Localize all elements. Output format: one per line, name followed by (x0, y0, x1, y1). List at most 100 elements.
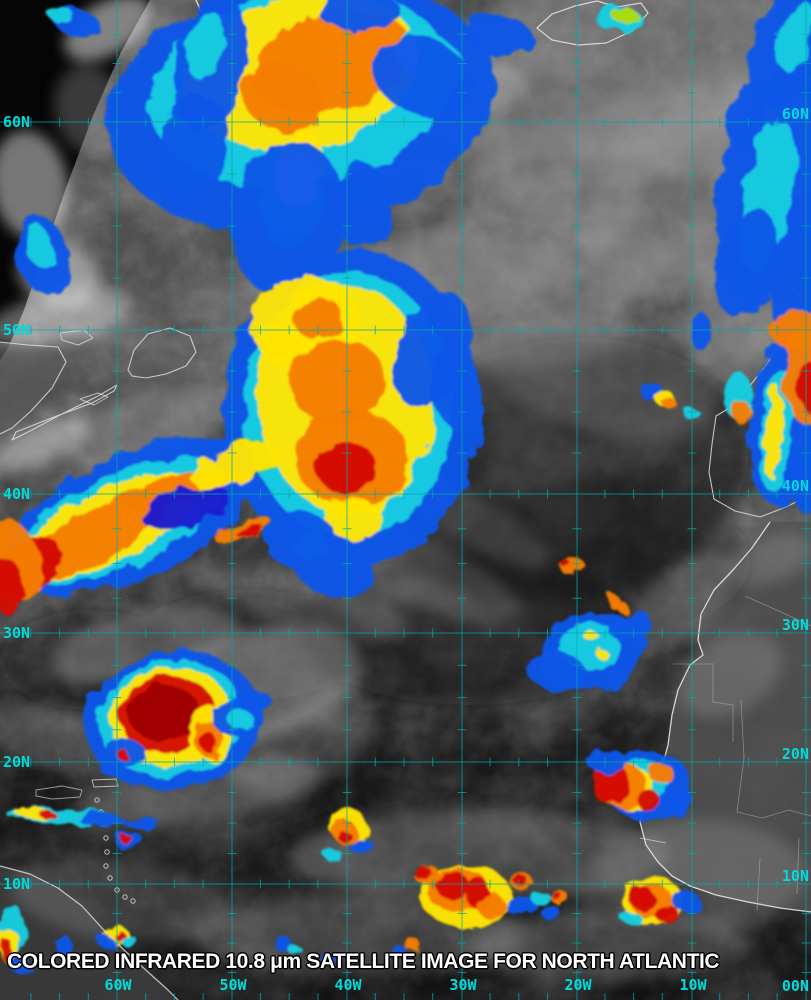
biscay-iberia-front-blob (683, 407, 699, 419)
mali-mauritania-border (736, 699, 811, 819)
lon-label-10W: 10W (679, 976, 707, 994)
north-america-land (0, 342, 66, 434)
lat-label-right-00N: 00N (782, 977, 809, 995)
itcz-cluster-mid-blob (531, 891, 551, 905)
hurricane-blob (241, 690, 271, 712)
senegal-cluster-blob (660, 789, 692, 811)
south-america-coast (0, 865, 179, 1000)
tropical-wave-streak-blob (121, 835, 133, 845)
northeast-front-blob (0, 519, 43, 601)
puerto-rico-outline (91, 778, 119, 788)
scattered-specks-blob (121, 935, 137, 947)
gulf-st-lawrence-clouds-blob (70, 384, 230, 476)
greenland-storm-blob (371, 36, 477, 120)
morocco-algeria-border (744, 595, 811, 627)
ivory-coast-border-e (796, 837, 800, 895)
lat-label-left-10N: 10N (3, 875, 30, 893)
western-sahara-border (673, 663, 734, 742)
scattered-specks-blob (11, 958, 31, 974)
morocco-coastal-clouds-blob (678, 632, 782, 718)
central-atlantic-storm (224, 250, 484, 597)
guinea-coast-cluster-blob (629, 887, 655, 909)
greenland-storm-blob (241, 64, 323, 132)
lat-label-right-60N: 60N (782, 105, 809, 123)
new-brunswick-coast (0, 341, 67, 435)
antilles-island-dot (130, 898, 136, 904)
scattered-specks-blob (391, 946, 407, 956)
central-atlantic-storm-blob (264, 512, 336, 568)
lon-label-50W: 50W (219, 976, 247, 994)
central-atlantic-storm-blob (322, 497, 382, 543)
canary-disturbance (526, 559, 653, 692)
europe-front (596, 0, 811, 316)
biscay-iberia-front-blob (662, 398, 676, 408)
antilles-island-dot (104, 849, 110, 855)
tropical-wave-streak-blob (39, 810, 55, 818)
itcz-cluster-mid-blob (513, 874, 527, 886)
biscay-iberia-front-blob (798, 360, 811, 412)
lat-label-right-40N: 40N (782, 477, 809, 495)
scattered-specks-blob (275, 939, 293, 951)
azores-cloud-streaks-blob (193, 561, 407, 639)
lat-label-right-10N: 10N (782, 867, 809, 885)
biscay-iberia-front-blob (733, 400, 749, 424)
northeast-front (0, 436, 280, 616)
guinea-coast-cluster-blob (654, 904, 678, 922)
hispaniola-outline (35, 785, 83, 800)
lat-label-left-30N: 30N (3, 624, 30, 642)
disc-edge-blue-patch-blob (49, 7, 73, 23)
scattered-specks-blob (113, 930, 125, 940)
hurricane-blob (129, 685, 199, 741)
europe-front-blob (788, 190, 811, 270)
scattered-specks-blob (1, 939, 13, 963)
itcz-cluster-mid-blob (436, 872, 470, 900)
scattered-specks-blob (289, 946, 303, 956)
mid-atlantic-50n-clouds-blob (483, 322, 717, 438)
greenland-storm (106, 0, 532, 296)
canary-disturbance-blob (615, 601, 627, 611)
nova-scotia-coast (11, 384, 118, 441)
morocco-coastal-clouds-blob (626, 556, 734, 654)
canary-disturbance-blob (526, 650, 586, 692)
guinea-coast-cluster (619, 878, 700, 924)
lat-label-left-40N: 40N (3, 485, 30, 503)
biscay-iberia-front-blob (689, 314, 713, 350)
africa-land (640, 522, 811, 912)
antilles-island-dot (94, 797, 100, 803)
hurricane-blob (97, 756, 121, 774)
senegal-cluster-blob (649, 763, 673, 783)
scattered-specks (0, 903, 421, 974)
morocco-coastal-clouds (626, 534, 811, 718)
gulf-st-lawrence-clouds (0, 288, 230, 476)
senegal-cluster-blob (637, 791, 661, 811)
europe-front-blob (774, 1, 811, 69)
lat-label-right-30N: 30N (782, 616, 809, 634)
itcz-cluster-mid-blob (554, 894, 564, 902)
gulf-st-lawrence-clouds-blob (0, 288, 134, 348)
itcz-cluster-mid (413, 864, 570, 927)
central-atlantic-storm-blob (292, 298, 344, 338)
senegal-cluster-blob (592, 763, 630, 805)
biscay-iberia-front-blob (765, 386, 783, 478)
guinea-coast-cluster-blob (619, 909, 639, 923)
greenland-storm-blob (332, 163, 392, 247)
northeast-front-blob (141, 486, 231, 530)
scattered-specks-blob (323, 956, 339, 966)
northeast-front-blob (192, 442, 280, 490)
scattered-specks-blob (97, 935, 113, 947)
itcz-cluster-mid-blob (505, 896, 537, 916)
northeast-front-blob (237, 524, 265, 540)
itcz-cluster-west-blob (322, 847, 340, 859)
antilles-island-dot (107, 875, 113, 881)
canary-disturbance-blob (609, 610, 653, 642)
northeast-front-blob (0, 556, 24, 616)
hurricane-blob (228, 711, 254, 729)
caption-title: COLORED INFRARED 10.8 μm SATELLITE IMAGE… (7, 950, 720, 973)
itcz-low-clouds-blob (470, 910, 750, 980)
morocco-coastal-clouds-blob (727, 534, 811, 586)
lon-label-40W: 40W (334, 976, 362, 994)
gulf-st-lawrence-clouds-blob (0, 416, 91, 474)
europe-front-blob (725, 85, 767, 155)
